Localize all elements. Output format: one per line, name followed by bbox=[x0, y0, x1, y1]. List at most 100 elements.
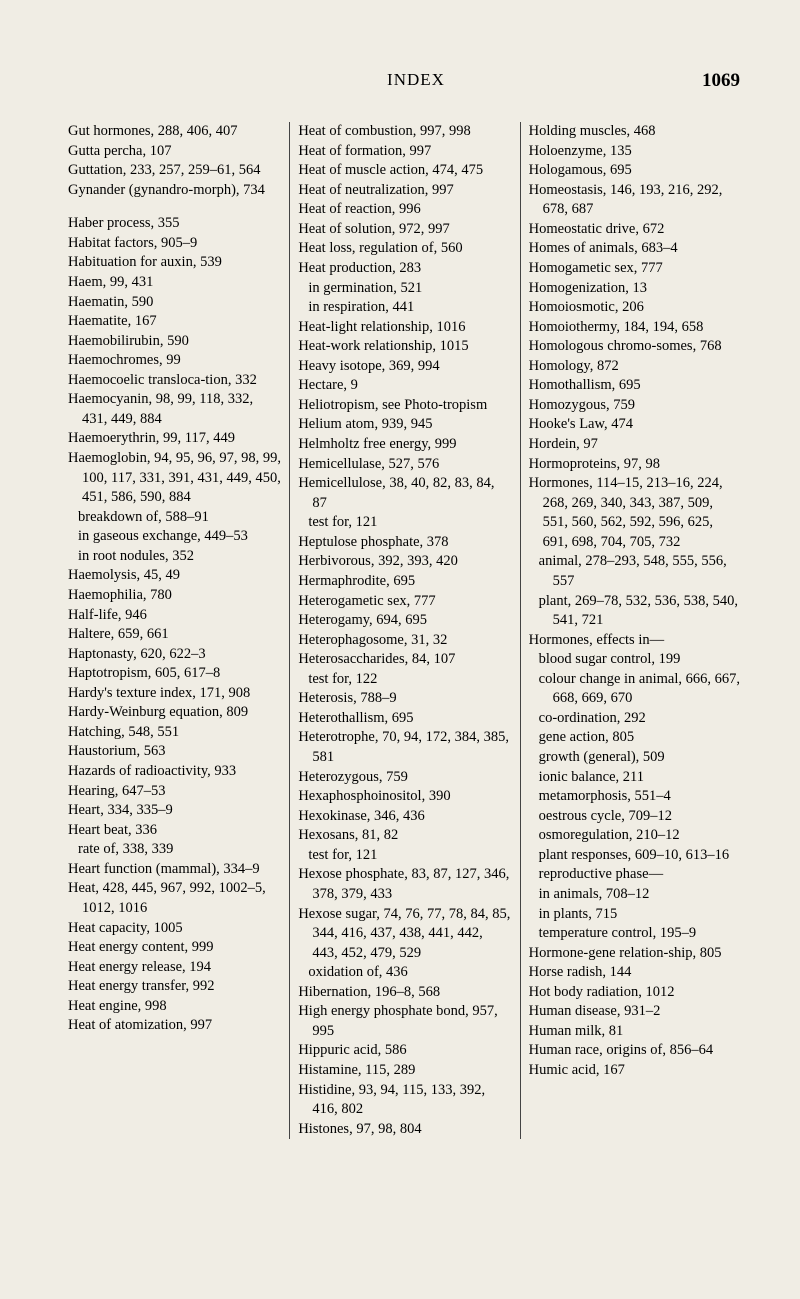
index-entry: Haltere, 659, 661 bbox=[68, 625, 281, 645]
index-entry: Horse radish, 144 bbox=[529, 963, 742, 983]
index-entry: Haem, 99, 431 bbox=[68, 273, 281, 293]
index-entry: Helium atom, 939, 945 bbox=[298, 415, 511, 435]
index-entry: Haemoerythrin, 99, 117, 449 bbox=[68, 429, 281, 449]
index-entry: Hooke's Law, 474 bbox=[529, 415, 742, 435]
index-entry: breakdown of, 588–91 bbox=[68, 508, 281, 528]
index-entry: rate of, 338, 339 bbox=[68, 840, 281, 860]
index-entry: oxidation of, 436 bbox=[298, 963, 511, 983]
index-entry: Homologous chromo-somes, 768 bbox=[529, 337, 742, 357]
index-entry: Haemochromes, 99 bbox=[68, 351, 281, 371]
index-entry: Heat production, 283 bbox=[298, 259, 511, 279]
index-entry: Hexose phosphate, 83, 87, 127, 346, 378,… bbox=[298, 865, 511, 904]
index-entry: Haemophilia, 780 bbox=[68, 586, 281, 606]
index-entry: Half-life, 946 bbox=[68, 606, 281, 626]
index-entry: blood sugar control, 199 bbox=[529, 650, 742, 670]
index-entry: Heat of combustion, 997, 998 bbox=[298, 122, 511, 142]
index-entry: Homozygous, 759 bbox=[529, 396, 742, 416]
index-entry: Heterotrophe, 70, 94, 172, 384, 385, 581 bbox=[298, 728, 511, 767]
index-entry: plant responses, 609–10, 613–16 bbox=[529, 846, 742, 866]
index-entry: Hexokinase, 346, 436 bbox=[298, 807, 511, 827]
index-entry: Hexosans, 81, 82 bbox=[298, 826, 511, 846]
index-entry: Heat energy transfer, 992 bbox=[68, 977, 281, 997]
index-entry: in germination, 521 bbox=[298, 279, 511, 299]
index-entry: Homoiothermy, 184, 194, 658 bbox=[529, 318, 742, 338]
index-page: INDEX 1069 Gut hormones, 288, 406, 407Gu… bbox=[0, 0, 800, 1299]
index-entry: Holoenzyme, 135 bbox=[529, 142, 742, 162]
index-entry: Hologamous, 695 bbox=[529, 161, 742, 181]
index-entry: Heart beat, 336 bbox=[68, 821, 281, 841]
index-entry: Hearing, 647–53 bbox=[68, 782, 281, 802]
index-entry: Hardy-Weinburg equation, 809 bbox=[68, 703, 281, 723]
index-entry: Histones, 97, 98, 804 bbox=[298, 1120, 511, 1140]
index-entry: growth (general), 509 bbox=[529, 748, 742, 768]
index-entry: Heat-work relationship, 1015 bbox=[298, 337, 511, 357]
index-entry: Haemolysis, 45, 49 bbox=[68, 566, 281, 586]
index-entry: Hazards of radioactivity, 933 bbox=[68, 762, 281, 782]
index-entry: Haustorium, 563 bbox=[68, 742, 281, 762]
index-entry: gene action, 805 bbox=[529, 728, 742, 748]
index-entry: in gaseous exchange, 449–53 bbox=[68, 527, 281, 547]
index-entry: Hibernation, 196–8, 568 bbox=[298, 983, 511, 1003]
index-entry: in respiration, 441 bbox=[298, 298, 511, 318]
index-entry: Habituation for auxin, 539 bbox=[68, 253, 281, 273]
index-entry: test for, 121 bbox=[298, 846, 511, 866]
index-entry: Haemocyanin, 98, 99, 118, 332, 431, 449,… bbox=[68, 390, 281, 429]
index-entry: Heterosaccharides, 84, 107 bbox=[298, 650, 511, 670]
index-entry: Hordein, 97 bbox=[529, 435, 742, 455]
index-entry: High energy phosphate bond, 957, 995 bbox=[298, 1002, 511, 1041]
index-entry: Hot body radiation, 1012 bbox=[529, 983, 742, 1003]
index-entry: Hexose sugar, 74, 76, 77, 78, 84, 85, 34… bbox=[298, 905, 511, 964]
index-entry: Heart function (mammal), 334–9 bbox=[68, 860, 281, 880]
index-entry: Haematite, 167 bbox=[68, 312, 281, 332]
index-entry: Gutta percha, 107 bbox=[68, 142, 281, 162]
index-entry: in animals, 708–12 bbox=[529, 885, 742, 905]
index-entry: Heat capacity, 1005 bbox=[68, 919, 281, 939]
index-entry: Heat of reaction, 996 bbox=[298, 200, 511, 220]
index-entry: in plants, 715 bbox=[529, 905, 742, 925]
index-entry: animal, 278–293, 548, 555, 556, 557 bbox=[529, 552, 742, 591]
page-header: INDEX 1069 bbox=[60, 70, 750, 92]
index-entry: Heat loss, regulation of, 560 bbox=[298, 239, 511, 259]
index-entry: Heat of neutralization, 997 bbox=[298, 181, 511, 201]
index-entry: Heat energy release, 194 bbox=[68, 958, 281, 978]
index-entry: colour change in animal, 666, 667, 668, … bbox=[529, 670, 742, 709]
header-title: INDEX bbox=[130, 70, 702, 92]
index-entry: Histamine, 115, 289 bbox=[298, 1061, 511, 1081]
index-entry: Hemicellulose, 38, 40, 82, 83, 84, 87 bbox=[298, 474, 511, 513]
index-entry: Heterophagosome, 31, 32 bbox=[298, 631, 511, 651]
index-entry: osmoregulation, 210–12 bbox=[529, 826, 742, 846]
index-entry: Homeostatic drive, 672 bbox=[529, 220, 742, 240]
page-number: 1069 bbox=[702, 70, 740, 92]
index-entry: Homology, 872 bbox=[529, 357, 742, 377]
index-entry: Heterogametic sex, 777 bbox=[298, 592, 511, 612]
index-entry: Human milk, 81 bbox=[529, 1022, 742, 1042]
index-entry: test for, 122 bbox=[298, 670, 511, 690]
index-entry: Haber process, 355 bbox=[68, 214, 281, 234]
index-entry: Histidine, 93, 94, 115, 133, 392, 416, 8… bbox=[298, 1081, 511, 1120]
index-entry: Heterozygous, 759 bbox=[298, 768, 511, 788]
index-entry: Haemobilirubin, 590 bbox=[68, 332, 281, 352]
column-3: Holding muscles, 468Holoenzyme, 135Holog… bbox=[521, 122, 750, 1139]
index-entry: Hermaphrodite, 695 bbox=[298, 572, 511, 592]
index-entry: Homoiosmotic, 206 bbox=[529, 298, 742, 318]
index-entry: Hippuric acid, 586 bbox=[298, 1041, 511, 1061]
index-entry: Heterothallism, 695 bbox=[298, 709, 511, 729]
index-entry: Guttation, 233, 257, 259–61, 564 bbox=[68, 161, 281, 181]
index-columns: Gut hormones, 288, 406, 407Gutta percha,… bbox=[60, 122, 750, 1139]
index-entry: Hardy's texture index, 171, 908 bbox=[68, 684, 281, 704]
index-entry: Heat, 428, 445, 967, 992, 1002–5, 1012, … bbox=[68, 879, 281, 918]
index-entry: Hormones, 114–15, 213–16, 224, 268, 269,… bbox=[529, 474, 742, 552]
index-entry: Heat of formation, 997 bbox=[298, 142, 511, 162]
index-entry: Helmholtz free energy, 999 bbox=[298, 435, 511, 455]
index-entry: Hormoproteins, 97, 98 bbox=[529, 455, 742, 475]
index-entry: Heliotropism, see Photo-tropism bbox=[298, 396, 511, 416]
index-entry: Haptotropism, 605, 617–8 bbox=[68, 664, 281, 684]
index-entry: Gut hormones, 288, 406, 407 bbox=[68, 122, 281, 142]
index-entry: Herbivorous, 392, 393, 420 bbox=[298, 552, 511, 572]
index-entry: metamorphosis, 551–4 bbox=[529, 787, 742, 807]
index-entry: Heterogamy, 694, 695 bbox=[298, 611, 511, 631]
index-entry: Heat of atomization, 997 bbox=[68, 1016, 281, 1036]
index-entry: Haematin, 590 bbox=[68, 293, 281, 313]
index-entry: Homes of animals, 683–4 bbox=[529, 239, 742, 259]
index-entry: Hexaphosphoinositol, 390 bbox=[298, 787, 511, 807]
